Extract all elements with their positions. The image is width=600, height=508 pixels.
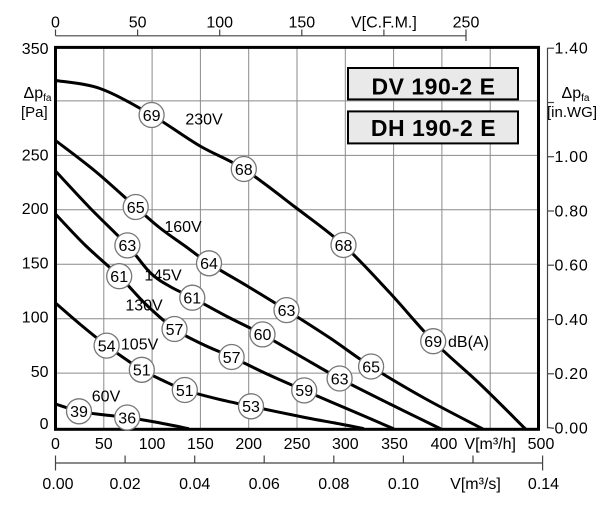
svg-text:0.20: 0.20 [555,366,589,383]
svg-text:DH 190-2 E: DH 190-2 E [371,115,496,141]
svg-text:200: 200 [235,436,262,453]
svg-text:160V: 160V [164,219,202,236]
svg-text:60V: 60V [92,389,121,406]
svg-text:0.80: 0.80 [555,203,589,220]
svg-text:0.40: 0.40 [555,312,589,329]
svg-text:145V: 145V [144,268,182,285]
svg-text:0.60: 0.60 [555,258,589,275]
svg-text:59: 59 [295,383,313,400]
svg-text:65: 65 [127,200,145,217]
svg-text:dB(A): dB(A) [448,334,489,351]
svg-text:65: 65 [362,359,380,376]
svg-text:105V: 105V [121,337,159,354]
svg-text:39: 39 [70,404,88,421]
svg-text:130V: 130V [125,298,163,315]
svg-text:57: 57 [166,322,184,339]
svg-text:350: 350 [22,41,49,58]
svg-text:500: 500 [528,436,555,453]
svg-text:61: 61 [110,269,128,286]
svg-text:0.00: 0.00 [42,476,73,493]
svg-text:350: 350 [381,436,408,453]
svg-text:[Pa]: [Pa] [21,104,48,121]
svg-text:54: 54 [98,338,116,355]
svg-text:69: 69 [424,334,442,351]
svg-text:51: 51 [176,383,194,400]
svg-text:0.10: 0.10 [388,476,419,493]
svg-text:0.04: 0.04 [179,476,210,493]
svg-text:250: 250 [22,148,49,165]
svg-text:V[m³/h]: V[m³/h] [464,436,516,453]
svg-text:53: 53 [242,399,260,416]
svg-text:1.00: 1.00 [555,149,589,166]
svg-text:50: 50 [129,15,147,32]
svg-text:68: 68 [235,162,253,179]
svg-text:100: 100 [22,310,49,327]
svg-text:50: 50 [31,364,49,381]
svg-text:150: 150 [288,15,315,32]
svg-text:100: 100 [206,15,233,32]
svg-text:150: 150 [22,256,49,273]
svg-text:60: 60 [254,327,272,344]
svg-text:0.14: 0.14 [528,476,559,493]
svg-text:68: 68 [335,238,353,255]
svg-text:63: 63 [278,303,296,320]
svg-text:0: 0 [51,15,60,32]
svg-text:300: 300 [332,436,359,453]
svg-text:0: 0 [51,436,60,453]
svg-text:230V: 230V [185,112,223,129]
svg-text:61: 61 [183,291,201,308]
svg-text:1.40: 1.40 [555,41,589,58]
svg-text:0.02: 0.02 [110,476,141,493]
svg-text:63: 63 [331,371,349,388]
svg-text:400: 400 [431,436,458,453]
svg-text:51: 51 [133,363,151,380]
svg-text:V[m³/s]: V[m³/s] [450,476,501,493]
svg-text:[in.WG]: [in.WG] [547,104,597,121]
svg-text:0: 0 [40,416,49,433]
svg-text:250: 250 [453,15,480,32]
svg-text:V[C.F.M.]: V[C.F.M.] [351,15,417,32]
svg-text:0.06: 0.06 [249,476,280,493]
svg-text:0.08: 0.08 [318,476,349,493]
svg-text:150: 150 [187,436,214,453]
svg-text:57: 57 [223,350,241,367]
svg-text:DV 190-2 E: DV 190-2 E [372,73,496,99]
svg-text:200: 200 [22,201,49,218]
svg-text:50: 50 [95,436,113,453]
svg-text:69: 69 [143,108,161,125]
svg-text:250: 250 [284,436,311,453]
svg-text:63: 63 [119,238,137,255]
svg-text:0.00: 0.00 [555,420,589,437]
svg-text:36: 36 [118,410,136,427]
svg-text:100: 100 [139,436,166,453]
svg-text:64: 64 [200,256,218,273]
